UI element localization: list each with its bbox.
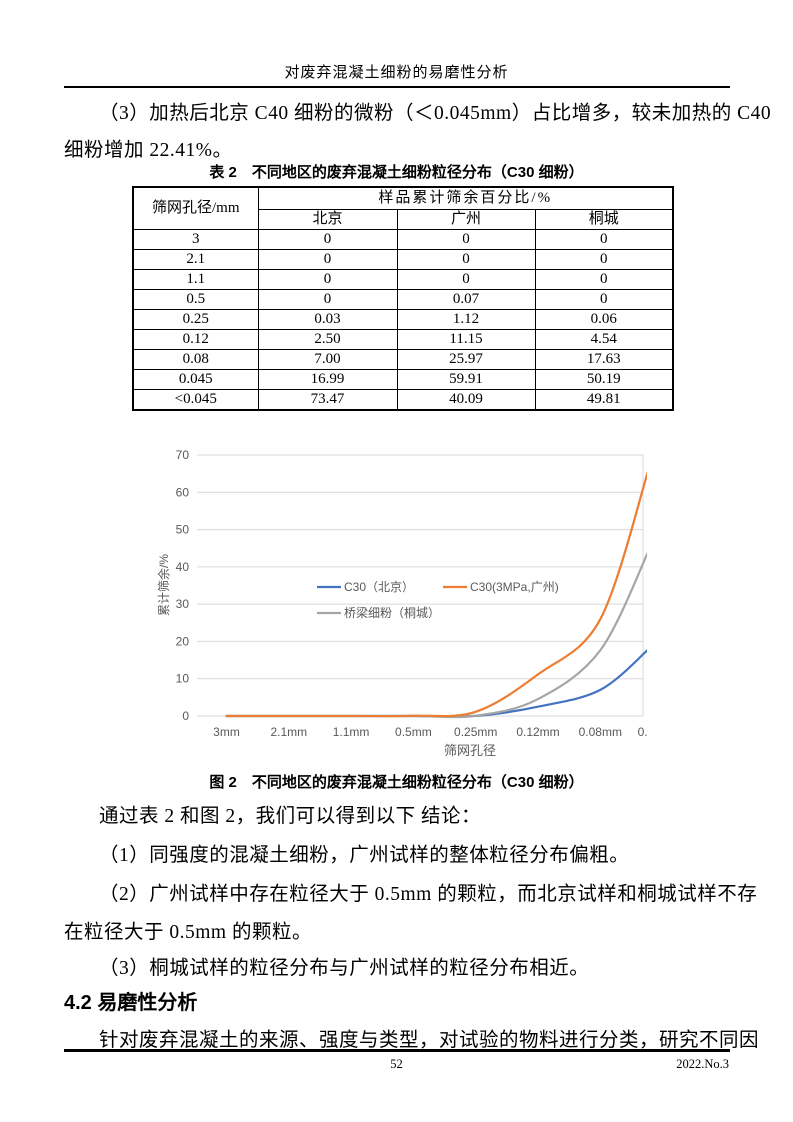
table-cell: 17.63 <box>534 349 674 370</box>
table-cell: 0 <box>396 269 536 290</box>
table-cell: 40.09 <box>396 389 536 411</box>
table-cell: 0.06 <box>534 309 674 330</box>
y-tick-label: 50 <box>176 523 190 537</box>
table-row: 0.25 0.03 1.12 0.06 <box>132 309 674 330</box>
running-header-title: 对废弃混凝土细粉的易磨性分析 <box>284 65 509 81</box>
table-cell: 2.50 <box>257 329 398 350</box>
legend-label: C30（北京） <box>344 580 414 594</box>
table-row: 0.045 16.99 59.91 50.19 <box>132 369 674 390</box>
figure-chart: 0 10 20 30 40 50 60 70 3mm 2.1mm 1.1mm 0.5mm 0.25mm 0… <box>156 448 647 758</box>
table-cell: 0 <box>257 229 398 250</box>
paragraph-line: 在粒径大于 0.5mm 的颗粒。 <box>64 922 312 943</box>
paragraph-line: （1）同强度的混凝土细粉，广州试样的整体粒径分布偏粗。 <box>99 845 630 866</box>
table-cell: 0 <box>534 249 674 270</box>
x-axis-title: 筛网孔径 <box>444 743 496 758</box>
x-tick-label: 0.12mm <box>516 725 559 739</box>
page-number: 52 <box>390 1057 403 1071</box>
table-cell: 59.91 <box>396 369 536 390</box>
journal-issue: 2022.No.3 <box>676 1057 729 1071</box>
table-cell: 16.99 <box>257 369 398 390</box>
table-cell: 0.5 <box>132 289 259 310</box>
table-caption: 表 2 不同地区的废弃混凝土细粉粒径分布（C30 细粉） <box>209 164 584 181</box>
table-row: 0.5 0 0.07 0 <box>132 289 674 310</box>
table-row: 2.1 0 0 0 <box>132 249 674 270</box>
y-tick-label: 0 <box>182 709 189 723</box>
particle-size-table: 筛网孔径/mm 样品累计筛余百分比/% 北京 广州 桐城 3 0 0 0 2.1 0 0 0 1… <box>132 186 674 411</box>
table-cell: 73.47 <box>257 389 398 411</box>
paragraph-line: 细粉增加 22.41%。 <box>64 140 233 161</box>
footer-rule <box>64 1049 730 1052</box>
y-tick-label: 40 <box>176 560 190 574</box>
table-cell: 7.00 <box>257 349 398 370</box>
legend-label: C30(3MPa,广州) <box>470 580 559 594</box>
x-tick-label: 0.25mm <box>454 725 497 739</box>
chart-series-line <box>225 551 647 719</box>
x-tick-label: 1.1mm <box>333 725 370 739</box>
table-row: 0.08 7.00 25.97 17.63 <box>132 349 674 370</box>
header-rule <box>64 86 730 88</box>
paragraph-line: 通过表 2 和图 2，我们可以得到以下 结论： <box>99 806 482 827</box>
x-tick-label: 2.1mm <box>270 725 307 739</box>
table-cell: <0.045 <box>132 389 259 411</box>
table-cell: 0.25 <box>132 309 259 330</box>
table-cell: 1.12 <box>396 309 536 330</box>
table-cell: 0.03 <box>257 309 398 330</box>
y-axis-title: 累计筛余/% <box>156 554 171 616</box>
x-tick-label: 0.08mm <box>579 725 622 739</box>
table-header-city: 广州 <box>396 209 536 230</box>
table-cell: 50.19 <box>534 369 674 390</box>
table-cell: 25.97 <box>396 349 536 370</box>
table-cell: 0.07 <box>396 289 536 310</box>
table-cell: 2.1 <box>132 249 259 270</box>
table-row: 0.12 2.50 11.15 4.54 <box>132 329 674 350</box>
table-cell: 4.54 <box>534 329 674 350</box>
table-cell: 0 <box>396 249 536 270</box>
legend-label: 桥梁细粉（桐城） <box>344 605 440 620</box>
table-cell: 3 <box>132 229 259 250</box>
table-cell: 11.15 <box>396 329 536 350</box>
y-tick-label: 30 <box>176 597 190 611</box>
x-tick-label: 3mm <box>213 725 240 739</box>
y-tick-label: 10 <box>176 672 190 686</box>
table-cell: 1.1 <box>132 269 259 290</box>
table-cell: 0 <box>534 229 674 250</box>
section-heading: 4.2 易磨性分析 <box>64 992 198 1014</box>
table-row: 1.1 0 0 0 <box>132 269 674 290</box>
table-cell: 0.08 <box>132 349 259 370</box>
table-row: <0.045 73.47 40.09 49.81 <box>132 389 674 411</box>
paragraph-line: 针对废弃混凝土的来源、强度与类型，对试验的物料进行分类，研究不同因 <box>99 1030 760 1051</box>
x-tick-label: 0.5mm <box>395 725 432 739</box>
table-cell: 0 <box>396 229 536 250</box>
chart-series-line <box>225 649 647 718</box>
table-header-sieve: 筛网孔径/mm <box>132 186 259 230</box>
table-cell: 0 <box>257 249 398 270</box>
y-tick-label: 60 <box>176 485 190 499</box>
table-cell: 0 <box>534 269 674 290</box>
paragraph-line: （3）加热后北京 C40 细粉的微粉（＜0.045mm）占比增多，较未加热的 C… <box>99 103 772 124</box>
table-cell: 0 <box>534 289 674 310</box>
paragraph-line: （3）桐城试样的粒径分布与广州试样的粒径分布相近。 <box>99 958 590 979</box>
table-header-city: 桐城 <box>534 209 674 230</box>
table-cell: 0 <box>257 269 398 290</box>
table-header-city: 北京 <box>257 209 398 230</box>
chart-series-line <box>225 470 647 718</box>
paragraph-line: （2）广州试样中存在粒径大于 0.5mm 的颗粒，而北京试样和桐城试样不存 <box>99 884 758 905</box>
table-cell: 0 <box>257 289 398 310</box>
x-tick-label: 0.045mm <box>638 725 647 739</box>
table-cell: 0.045 <box>132 369 259 390</box>
y-tick-label: 20 <box>176 634 190 648</box>
figure-caption: 图 2 不同地区的废弃混凝土细粉粒径分布（C30 细粉） <box>209 774 584 791</box>
table-header-group: 样品累计筛余百分比/% <box>257 186 674 210</box>
table-cell: 0.12 <box>132 329 259 350</box>
y-tick-label: 70 <box>176 448 190 462</box>
table-cell: 49.81 <box>534 389 674 411</box>
